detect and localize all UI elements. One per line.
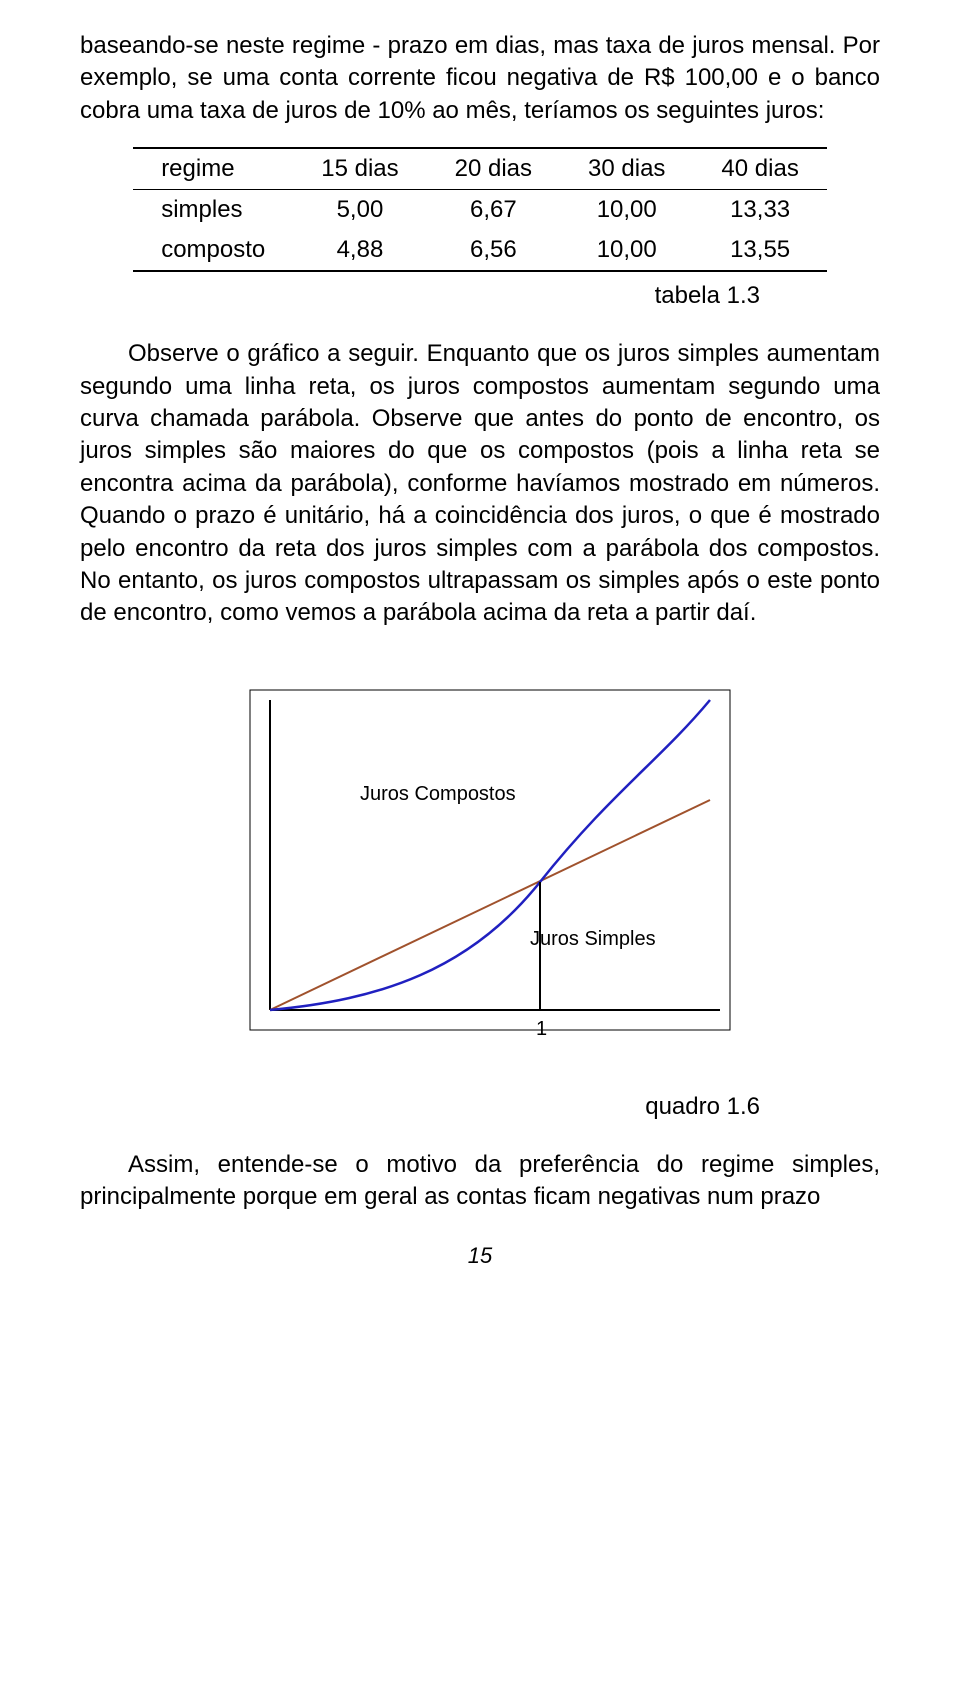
table-header-cell: regime [133, 148, 293, 190]
chart-container: Juros Compostos Juros Simples 1 [80, 670, 880, 1075]
table-cell: 10,00 [560, 190, 693, 231]
interest-table: regime 15 dias 20 dias 30 dias 40 dias s… [133, 147, 827, 272]
table-row: composto 4,88 6,56 10,00 13,55 [133, 230, 827, 271]
table-header-cell: 15 dias [293, 148, 426, 190]
table-cell: 6,56 [427, 230, 560, 271]
table-header-cell: 20 dias [427, 148, 560, 190]
paragraph-2: Observe o gráfico a seguir. Enquanto que… [80, 338, 880, 630]
table-cell: 10,00 [560, 230, 693, 271]
table-cell: composto [133, 230, 293, 271]
document-page: baseando-se neste regime - prazo em dias… [0, 0, 960, 1309]
table-caption: tabela 1.3 [80, 282, 760, 310]
table-header-row: regime 15 dias 20 dias 30 dias 40 dias [133, 148, 827, 190]
table-cell: 4,88 [293, 230, 426, 271]
paragraph-1: baseando-se neste regime - prazo em dias… [80, 30, 880, 127]
table-row: simples 5,00 6,67 10,00 13,33 [133, 190, 827, 231]
svg-text:Juros Simples: Juros Simples [530, 928, 656, 950]
table-cell: 13,55 [693, 230, 826, 271]
svg-text:1: 1 [536, 1018, 547, 1040]
page-number: 15 [80, 1243, 880, 1269]
chart-caption: quadro 1.6 [80, 1093, 760, 1121]
paragraph-3: Assim, entende-se o motivo da preferênci… [80, 1149, 880, 1214]
table-cell: 13,33 [693, 190, 826, 231]
interest-chart: Juros Compostos Juros Simples 1 [210, 670, 750, 1070]
table-cell: simples [133, 190, 293, 231]
svg-text:Juros Compostos: Juros Compostos [360, 783, 516, 805]
table-header-cell: 40 dias [693, 148, 826, 190]
table-header-cell: 30 dias [560, 148, 693, 190]
table-cell: 5,00 [293, 190, 426, 231]
table-cell: 6,67 [427, 190, 560, 231]
